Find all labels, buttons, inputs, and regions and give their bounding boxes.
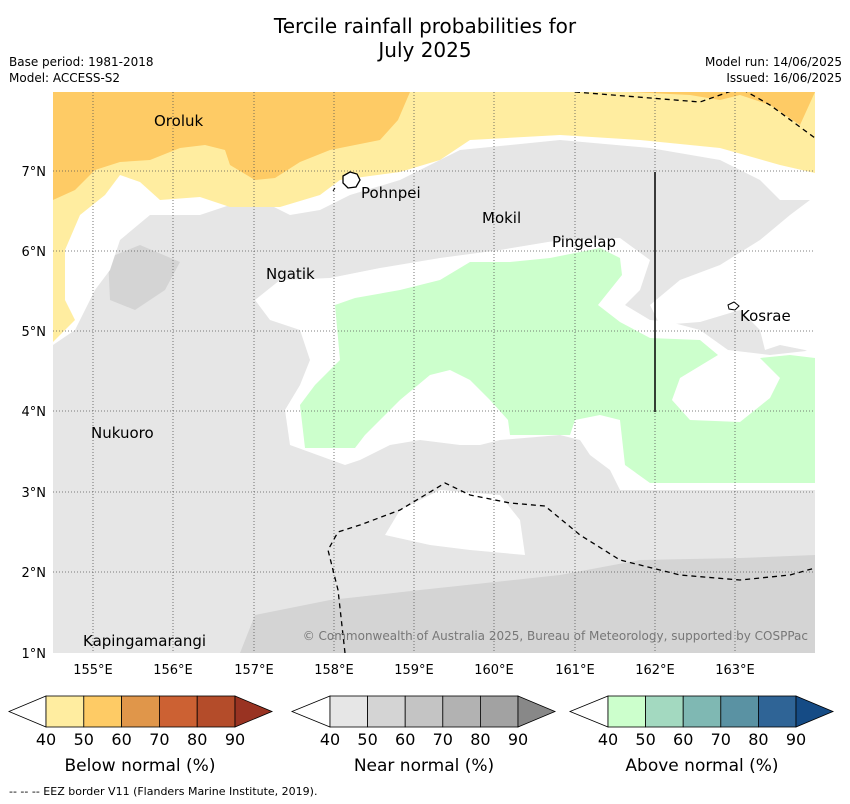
- meta-right: Model run: 14/06/2025 Issued: 16/06/2025: [705, 54, 842, 86]
- colorbar-segment: [196, 695, 236, 728]
- colorbar-segment: [758, 695, 797, 728]
- eez-footer-note: -- -- -- EEZ border V11 (Flanders Marine…: [9, 785, 318, 798]
- colorbar-segment: [682, 695, 722, 728]
- near-normal-60-west: [108, 245, 180, 310]
- lat-tick: 6°N: [22, 245, 47, 260]
- place-label: Oroluk: [154, 112, 203, 130]
- lon-tick: 161°E: [555, 663, 595, 678]
- map-area: Oroluk Pohnpei Mokil Pingelap Ngatik Kos…: [53, 92, 815, 653]
- colorbar-segment: [404, 695, 444, 728]
- colorbar-tick-label: 40: [598, 730, 618, 749]
- colorbar-tick-label: 50: [635, 730, 655, 749]
- colorbar-segment: [121, 695, 160, 728]
- colorbar-tick-label: 90: [508, 730, 528, 749]
- below-normal-60-east: [575, 92, 815, 125]
- colorbar-tick-label: 40: [320, 730, 340, 749]
- colorbar-extend-high: [517, 695, 557, 728]
- colorbar-tick-label: 80: [748, 730, 768, 749]
- colorbar-tick-label: 90: [786, 730, 806, 749]
- colorbar-tick-label: 50: [74, 730, 94, 749]
- kosrae-island: [727, 301, 740, 311]
- lon-tick: 158°E: [314, 663, 354, 678]
- lon-tick: 160°E: [474, 663, 514, 678]
- colorbar-near-normal: 40 50 60 70 80 90: [290, 695, 557, 749]
- lon-tick: 156°E: [153, 663, 193, 678]
- place-label: Mokil: [482, 209, 521, 227]
- colorbar-tick-label: 70: [149, 730, 169, 749]
- colorbar-segment: [158, 695, 198, 728]
- colorbar-segment: [645, 695, 684, 728]
- page-title: Tercile rainfall probabilities for July …: [0, 14, 850, 62]
- colorbar-tick-label: 90: [225, 730, 245, 749]
- colorbar-segment: [479, 695, 519, 728]
- colorbar-tick-label: 60: [673, 730, 693, 749]
- copyright-notice: © Commonwealth of Australia 2025, Bureau…: [303, 629, 808, 643]
- model-run: Model run: 14/06/2025: [704, 55, 842, 69]
- base-period: Base period: 1981-2018: [9, 55, 154, 69]
- colorbar-label-near: Near normal (%): [353, 756, 495, 776]
- above-normal-region: [300, 248, 815, 483]
- meta-left: Base period: 1981-2018 Model: ACCESS-S2: [9, 54, 154, 86]
- colorbar-segment: [720, 695, 759, 728]
- lat-tick: 2°N: [22, 566, 47, 581]
- place-label: Ngatik: [266, 265, 315, 283]
- place-label: Pohnpei: [361, 184, 421, 202]
- pohnpei-island: [342, 171, 361, 189]
- islet-mark: [332, 187, 336, 192]
- colorbar-tick-label: 50: [357, 730, 377, 749]
- colorbar-segment: [329, 695, 368, 728]
- colorbar-segment: [367, 695, 406, 728]
- colorbar-segment: [607, 695, 646, 728]
- lon-tick: 155°E: [73, 663, 113, 678]
- place-label: Pingelap: [552, 233, 616, 251]
- colorbar-segment: [83, 695, 123, 728]
- lon-tick: 157°E: [234, 663, 274, 678]
- lat-tick: 1°N: [22, 647, 47, 662]
- lat-tick: 7°N: [22, 165, 47, 180]
- colorbar-extend-low: [7, 695, 47, 728]
- colorbar-extend-high: [795, 695, 835, 728]
- colorbar-tick-label: 70: [711, 730, 731, 749]
- colorbar-tick-label: 60: [395, 730, 415, 749]
- lat-tick: 5°N: [22, 325, 47, 340]
- colorbar-segment: [442, 695, 481, 728]
- place-labels: Oroluk Pohnpei Mokil Pingelap Ngatik Kos…: [83, 112, 791, 650]
- colorbar-below-normal: 40 50 60 70 80 90: [7, 695, 274, 749]
- near-normal-60-south: [53, 555, 815, 653]
- colorbar-above-normal: 40 50 60 70 80 90: [568, 695, 835, 749]
- lat-tick-labels: 7°N 6°N 5°N 4°N 3°N 2°N 1°N: [22, 165, 47, 662]
- place-label: Nukuoro: [91, 424, 154, 442]
- lon-tick: 163°E: [715, 663, 755, 678]
- white-south: [385, 490, 525, 555]
- colorbar-tick-label: 70: [433, 730, 453, 749]
- place-label: Kosrae: [740, 307, 791, 325]
- colorbar-extend-low: [290, 695, 331, 728]
- colorbar-label-above: Above normal (%): [625, 756, 779, 776]
- lon-tick: 159°E: [394, 663, 434, 678]
- gridlines: [53, 92, 815, 653]
- colorbar-tick-label: 40: [36, 730, 56, 749]
- title-line-2: July 2025: [378, 38, 472, 62]
- lon-tick-labels: 155°E 156°E 157°E 158°E 159°E 160°E 161°…: [73, 663, 755, 678]
- title-line-1: Tercile rainfall probabilities for: [273, 14, 577, 38]
- colorbar-tick-label: 80: [470, 730, 490, 749]
- colorbar-label-below: Below normal (%): [64, 756, 216, 776]
- issued-date: Issued: 16/06/2025: [726, 71, 842, 85]
- place-label: Kapingamarangi: [83, 632, 206, 650]
- colorbar-segment: [45, 695, 85, 728]
- eez-borders: [327, 92, 815, 653]
- below-normal-60-west: [53, 92, 410, 200]
- colorbar-extend-low: [568, 695, 609, 728]
- colorbar-tick-label: 60: [111, 730, 131, 749]
- lat-tick: 3°N: [22, 486, 47, 501]
- white-northeast: [650, 200, 815, 355]
- colorbar-tick-label: 80: [187, 730, 207, 749]
- colorbar-extend-high: [234, 695, 274, 728]
- lat-tick: 4°N: [22, 405, 47, 420]
- model-name: Model: ACCESS-S2: [9, 71, 121, 85]
- lon-tick: 162°E: [635, 663, 675, 678]
